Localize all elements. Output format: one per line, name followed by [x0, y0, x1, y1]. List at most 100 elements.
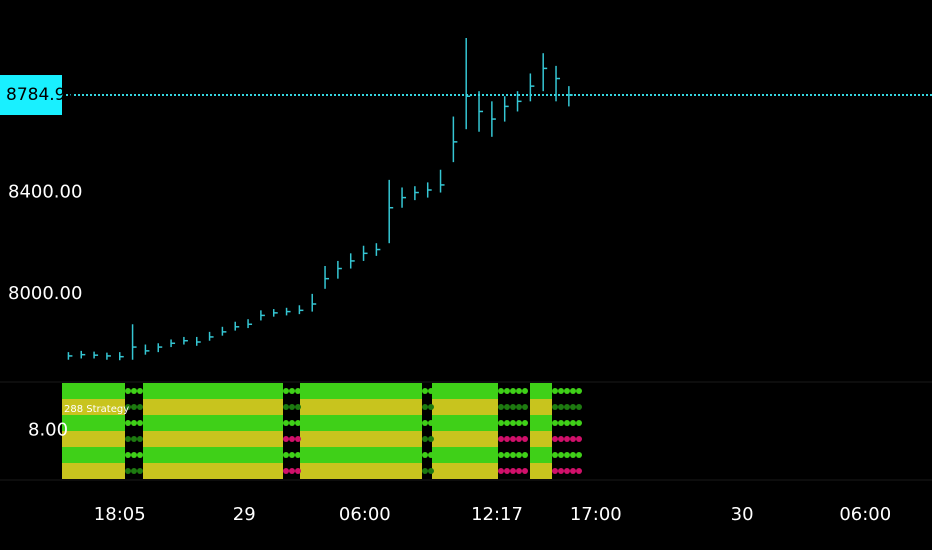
signal-dot [564, 468, 570, 474]
signal-dot [137, 388, 143, 394]
signal-dot [428, 452, 434, 458]
signal-dot [510, 452, 516, 458]
signal-dot [516, 468, 522, 474]
signal-dot [570, 452, 576, 458]
signal-dot [131, 436, 137, 442]
x-tick-label: 06:00 [839, 504, 891, 525]
signal-dot [283, 420, 289, 426]
signal-dot [125, 436, 131, 442]
signal-dot [516, 452, 522, 458]
signal-dot [576, 468, 582, 474]
indicator-title: 288 Strategy [64, 404, 129, 415]
signal-dot [289, 436, 295, 442]
signal-dot [428, 404, 434, 410]
signal-dot [289, 404, 295, 410]
signal-dot [522, 420, 528, 426]
signal-dot [289, 452, 295, 458]
signal-dot [552, 388, 558, 394]
signal-dot [498, 388, 504, 394]
signal-block [432, 383, 498, 399]
signal-block [432, 447, 498, 463]
signal-dot [295, 388, 301, 394]
signal-dot [564, 436, 570, 442]
signal-dot [504, 436, 510, 442]
signal-block [62, 383, 125, 399]
signal-dot [283, 452, 289, 458]
signal-dot [516, 388, 522, 394]
signal-dot [516, 404, 522, 410]
signal-dot [131, 420, 137, 426]
signal-dot [558, 468, 564, 474]
signal-dot [131, 404, 137, 410]
signal-dot [522, 388, 528, 394]
signal-block [432, 431, 498, 447]
signal-dot [504, 404, 510, 410]
signal-dot [498, 436, 504, 442]
signal-block [530, 399, 552, 415]
signal-block [300, 463, 422, 479]
signal-dot [428, 420, 434, 426]
signal-dot [510, 436, 516, 442]
signal-dot [570, 468, 576, 474]
signal-block [300, 415, 422, 431]
signal-dot [422, 436, 428, 442]
signal-block [432, 415, 498, 431]
signal-block [300, 383, 422, 399]
signal-block [62, 415, 125, 431]
signal-dot [428, 468, 434, 474]
signal-dot [522, 468, 528, 474]
signal-block [432, 399, 498, 415]
signal-block [300, 431, 422, 447]
signal-dot [131, 388, 137, 394]
signal-dot [558, 452, 564, 458]
signal-dot [125, 404, 131, 410]
signal-dot [558, 404, 564, 410]
signal-dot [552, 436, 558, 442]
signal-dot [570, 404, 576, 410]
signal-dot [564, 420, 570, 426]
signal-dot [283, 404, 289, 410]
signal-dot [295, 452, 301, 458]
y-tick-label: 8.00 [28, 420, 68, 441]
signal-block [432, 463, 498, 479]
signal-dot [504, 388, 510, 394]
signal-dot [289, 420, 295, 426]
signal-dot [570, 420, 576, 426]
signal-dot [125, 452, 131, 458]
signal-block [300, 399, 422, 415]
signal-block [530, 383, 552, 399]
signal-dot [564, 452, 570, 458]
last-price-box [0, 75, 62, 116]
signal-dot [576, 452, 582, 458]
y-tick-label: 8400.00 [8, 182, 82, 203]
signal-dot [422, 404, 428, 410]
signal-dot [295, 420, 301, 426]
signal-dot [283, 468, 289, 474]
signal-dot [576, 404, 582, 410]
signal-block [143, 447, 283, 463]
signal-block [62, 447, 125, 463]
signal-dot [558, 388, 564, 394]
signal-dot [504, 468, 510, 474]
x-tick-label: 12:17 [471, 504, 523, 525]
x-tick-label: 06:00 [339, 504, 391, 525]
signal-dot [576, 420, 582, 426]
indicator-blocks [62, 383, 582, 479]
signal-dot [283, 436, 289, 442]
signal-dot [522, 404, 528, 410]
signal-dot [498, 404, 504, 410]
signal-dot [576, 436, 582, 442]
signal-dot [125, 468, 131, 474]
signal-block [530, 431, 552, 447]
signal-dot [131, 452, 137, 458]
x-tick-label: 30 [731, 504, 754, 525]
signal-dot [498, 420, 504, 426]
signal-block [143, 415, 283, 431]
signal-dot [137, 436, 143, 442]
signal-dot [125, 420, 131, 426]
signal-dot [552, 452, 558, 458]
signal-block [530, 463, 552, 479]
signal-dot [289, 468, 295, 474]
signal-dot [131, 468, 137, 474]
